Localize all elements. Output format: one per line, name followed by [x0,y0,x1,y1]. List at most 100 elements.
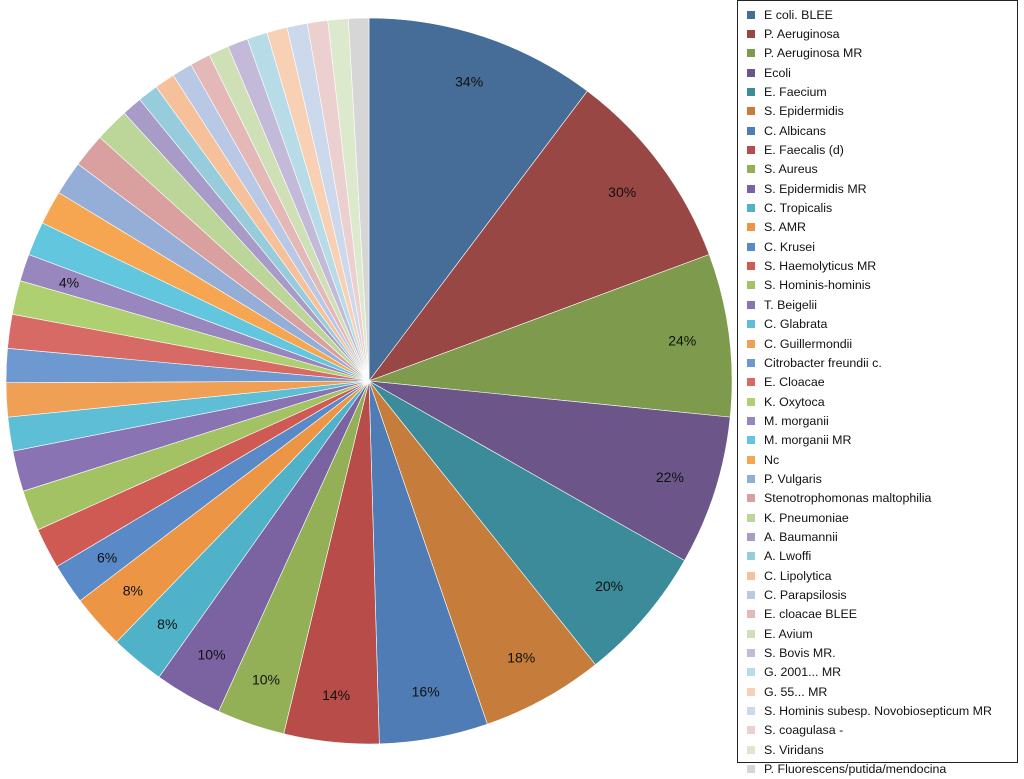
legend-item: C. Tropicalis [747,198,1017,217]
legend-label: E. Faecium [764,85,827,100]
legend-label: E. cloacae BLEE [764,607,857,622]
legend-swatch [747,494,755,503]
legend-swatch [747,687,755,696]
legend-swatch [747,126,755,135]
legend-swatch [747,49,755,58]
legend-swatch [747,88,755,97]
legend-label: P. Aeruginosa [764,27,840,42]
slice-percent-label: 22% [656,469,684,485]
legend-label: Nc [764,452,780,467]
pie-slices [5,17,733,745]
legend-label: C. Parapsilosis [764,587,847,602]
legend-item: S. Haemolyticus MR [747,256,1017,275]
legend-label: S. Haemolyticus MR [764,259,877,274]
legend-swatch [747,223,755,232]
legend-swatch [747,165,755,174]
legend-label: C. Glabrata [764,317,828,332]
legend-item: A. Baumannii [747,527,1017,546]
legend-label: E coli. BLEE [764,7,833,22]
legend-swatch [747,436,755,445]
slice-percent-label: 6% [97,550,117,566]
legend-swatch [747,10,755,19]
legend-swatch [747,571,755,580]
legend-item: S. Epidermidis [747,102,1017,121]
legend-swatch [747,146,755,155]
legend-item: C. Guillermondii [747,334,1017,353]
legend-label: K. Oxytoca [764,394,825,409]
legend-item: K. Oxytoca [747,392,1017,411]
pie-slice [348,17,370,382]
legend-swatch [747,649,755,658]
slice-percent-label: 34% [455,73,483,89]
legend-item: Citrobacter freundii c. [747,353,1017,372]
slice-percent-label: 18% [507,650,535,666]
slice-percent-label: 10% [252,672,280,688]
legend-swatch [747,416,755,425]
legend-swatch [747,552,755,561]
legend-swatch [747,320,755,329]
legend-swatch [747,339,755,348]
legend-label: P. Vulgaris [764,471,822,486]
legend-item: Ecoli [747,63,1017,82]
legend-item: S. Viridans [747,740,1017,759]
legend-item: T. Beigelii [747,295,1017,314]
legend-item: S. Epidermidis MR [747,179,1017,198]
legend-label: S. Viridans [764,742,824,757]
slice-percent-label: 8% [157,616,177,632]
pie-slice [368,380,731,561]
legend-swatch [747,184,755,193]
legend-swatch [747,204,755,213]
legend-swatch [747,262,755,271]
legend-label: K. Pneumoniae [764,510,849,525]
legend-swatch [747,107,755,116]
legend-item: E. Cloacae [747,373,1017,392]
legend-swatch [747,68,755,77]
legend-label: S. Hominis-hominis [764,278,871,293]
legend-item: C. Krusei [747,237,1017,256]
legend-label: G. 2001... MR [764,665,842,680]
slice-percent-label: 8% [123,583,143,599]
legend-swatch [747,590,755,599]
legend-swatch [747,629,755,638]
legend-item: Nc [747,450,1017,469]
pie-chart: 34% 30% 24% 22% 20% 18% 16% 14% 10% 10% 8% 8% 6% 4% [5,17,733,745]
legend-swatch [747,513,755,522]
legend-item: S. Bovis MR. [747,643,1017,662]
legend-swatch [747,726,755,735]
legend-item: P. Aeruginosa MR [747,44,1017,63]
legend-label: Stenotrophomonas maltophilia [764,491,932,506]
pie-slice [368,380,685,666]
legend-swatch [747,242,755,251]
legend-swatch [747,532,755,541]
legend-item: P. Vulgaris [747,469,1017,488]
legend-item: S. Aureus [747,160,1017,179]
slice-percent-label: 4% [59,274,79,290]
legend-label: S. Hominis subesp. Novobiosepticum MR [764,704,992,719]
legend-item: K. Pneumoniae [747,508,1017,527]
legend-swatch [747,30,755,39]
legend-label: T. Beigelii [764,297,818,312]
legend-item: S. Hominis subesp. Novobiosepticum MR [747,701,1017,720]
legend-swatch [747,300,755,309]
legend-item: S. Hominis-hominis [747,276,1017,295]
legend-item: A. Lwoffi [747,547,1017,566]
legend-label: P. Aeruginosa MR [764,46,863,61]
legend-item: E. Faecium [747,82,1017,101]
legend-swatch [747,281,755,290]
legend-label: S. Bovis MR. [764,646,836,661]
pie-slice [368,254,733,418]
legend-label: Citrobacter freundii c. [764,355,882,370]
legend-item: E. Avium [747,624,1017,643]
legend-label: C. Guillermondii [764,336,853,351]
legend-swatch [747,707,755,716]
legend-swatch [747,610,755,619]
legend-swatch [747,397,755,406]
legend-label: E. Avium [764,626,813,641]
legend-label: E. Cloacae [764,375,825,390]
legend-swatch [747,358,755,367]
legend-label: M. morganii [764,413,829,428]
legend-label: C. Lipolytica [764,568,832,583]
legend-label: A. Baumannii [764,529,838,544]
legend-item: S. coagulasa - [747,721,1017,740]
legend-label: S. AMR [764,220,806,235]
